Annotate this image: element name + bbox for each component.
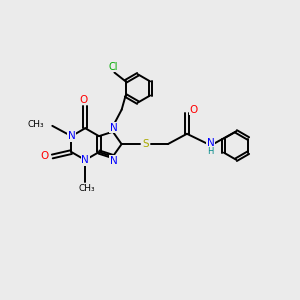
Text: CH₃: CH₃ [78, 184, 95, 193]
Text: S: S [142, 139, 149, 149]
Text: Cl: Cl [108, 62, 118, 72]
Text: O: O [189, 105, 198, 115]
Text: O: O [41, 152, 49, 161]
Text: N: N [81, 155, 89, 165]
Text: N: N [207, 138, 214, 148]
Text: N: N [110, 123, 117, 133]
Text: O: O [80, 94, 88, 105]
Text: H: H [207, 147, 214, 156]
Text: CH₃: CH₃ [27, 120, 44, 129]
Text: N: N [68, 131, 75, 141]
Text: N: N [110, 156, 117, 166]
